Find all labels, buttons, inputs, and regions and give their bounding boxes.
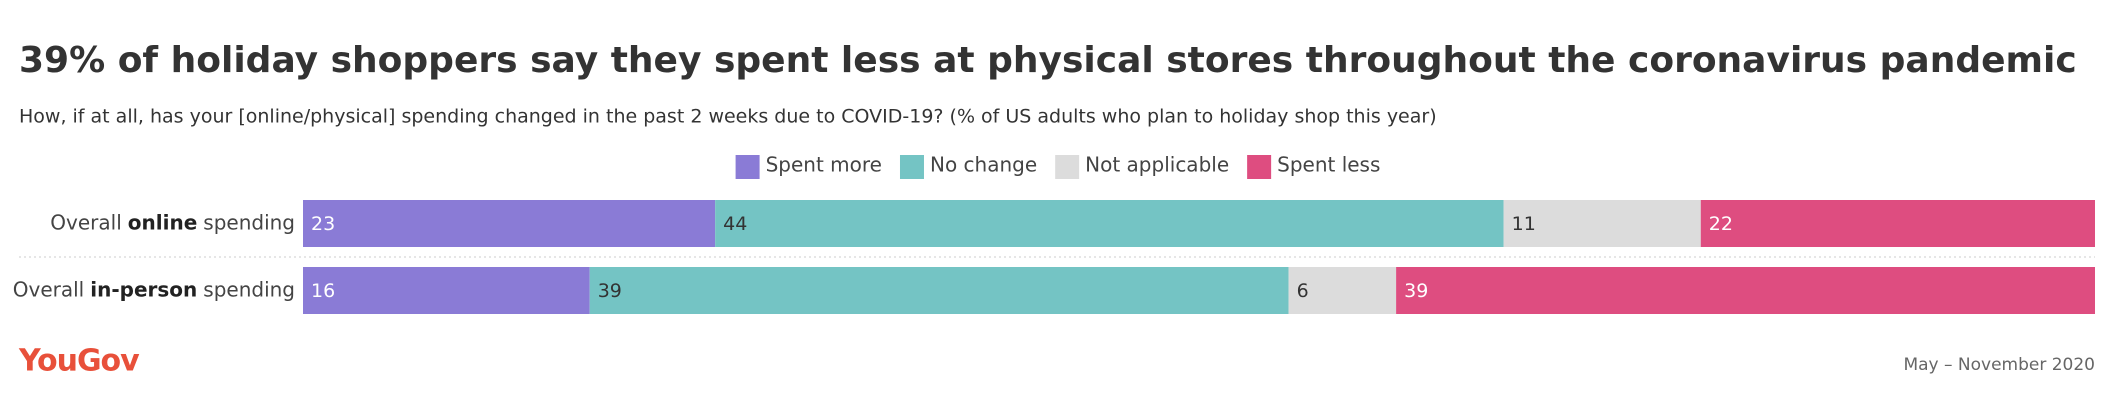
value-label: 39 — [598, 280, 622, 302]
bar-segment — [303, 200, 716, 247]
chart-title: 39% of holiday shoppers say they spent l… — [19, 40, 2077, 81]
legend-item: Spent less — [1247, 153, 1380, 179]
value-label: 44 — [723, 213, 747, 235]
category-label-part: spending — [203, 277, 295, 301]
logo: YouGov — [18, 344, 140, 379]
category-label-part: Overall — [13, 277, 84, 301]
legend-swatch — [899, 155, 924, 179]
category-label-part: online — [128, 210, 198, 234]
bar-segment — [303, 267, 590, 314]
legend-item: No change — [899, 153, 1037, 179]
legend-swatch — [1055, 155, 1080, 179]
bar-segment — [1700, 200, 2095, 247]
legend-label: Spent less — [1277, 153, 1380, 177]
value-label: 6 — [1297, 280, 1309, 302]
bar-segment — [1503, 200, 1701, 247]
category-label: Overall in-person spending — [13, 277, 295, 301]
legend-swatch — [1247, 155, 1272, 179]
bar-segment — [589, 267, 1289, 314]
legend-label: Not applicable — [1085, 153, 1229, 177]
legend-label: No change — [930, 153, 1037, 177]
legend-label: Spent more — [766, 153, 882, 177]
category-label: Overall online spending — [50, 210, 295, 234]
category-label-part: Overall — [50, 210, 121, 234]
legend-swatch — [735, 155, 760, 179]
value-label: 23 — [311, 213, 335, 235]
chart-subtitle: How, if at all, has your [online/physica… — [19, 106, 1437, 128]
category-label-part: spending — [203, 210, 295, 234]
date: May – November 2020 — [1903, 355, 2095, 375]
bar-segment — [1396, 267, 2095, 314]
legend-item: Not applicable — [1055, 153, 1229, 179]
value-label: 22 — [1709, 213, 1733, 235]
value-label: 39 — [1404, 280, 1428, 302]
category-label-part: in-person — [90, 277, 197, 301]
legend-item: Spent more — [735, 153, 882, 179]
value-label: 16 — [311, 280, 335, 302]
bar-segment — [715, 200, 1504, 247]
value-label: 11 — [1512, 213, 1536, 235]
bar-segment — [1288, 267, 1397, 314]
